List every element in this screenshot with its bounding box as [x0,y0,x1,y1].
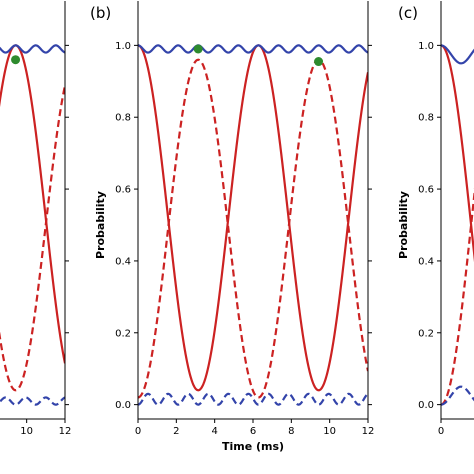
x-axis-label: Time (ms) [222,440,284,453]
x-tick-label: 10 [20,426,33,437]
x-tick-label: 2 [173,426,179,437]
y-tick-label: 0.0 [115,400,131,411]
series-line-red-solid [138,44,368,392]
y-tick-label: 0.2 [418,328,434,339]
series-line-blue-solid [0,44,65,54]
y-tick-label: 0.4 [115,256,131,267]
series-line-red-solid [0,44,65,364]
x-tick-label: 6 [250,426,256,437]
y-tick-label: 1.0 [418,41,434,52]
x-tick-label: 0 [135,426,141,437]
series-line-blue-dashed [441,385,474,406]
data-marker [193,44,203,54]
panel-2: 0 2 4 6 8 10 12 0.0 0.2 0.4 0.6 0.8 1.0 Probability Ti… [90,1,374,453]
series-line-blue-dashed [0,396,65,406]
series-line-blue-dashed [138,392,368,406]
x-tick-label: 8 [288,426,294,437]
series-group [138,44,368,406]
series-group [441,44,474,406]
panel-label: (c) [398,4,418,22]
y-tick-label: 0.4 [418,256,434,267]
x-tick-label: 4 [211,426,217,437]
y-tick-label: 0.6 [418,185,434,196]
y-tick-label: 0.0 [418,400,434,411]
data-marker [11,55,21,65]
y-tick-label: 0.8 [418,113,434,124]
panel-3: 0 0.0 0.2 0.4 0.6 0.8 1.0 Probability (c) [397,1,474,437]
x-tick-label: 10 [323,426,336,437]
series-line-red-solid [441,44,474,263]
y-tick-label: 0.8 [115,113,131,124]
x-tick-label: 12 [59,426,72,437]
panel-1: 10 12 [0,1,71,437]
series-line-red-dashed [0,85,65,392]
x-tick-label: 0 [438,426,444,437]
y-tick-label: 1.0 [115,41,131,52]
y-axis-label: Probability [397,191,410,259]
y-tick-label: 0.6 [115,185,131,196]
series-line-red-dashed [441,187,474,406]
series-group [0,44,65,406]
data-marker [314,57,324,67]
panel-label: (b) [90,4,111,22]
y-tick-label: 0.2 [115,328,131,339]
y-axis-label: Probability [94,191,107,259]
x-tick-label: 12 [362,426,375,437]
series-line-blue-solid [138,44,368,54]
series-line-red-dashed [138,58,368,399]
